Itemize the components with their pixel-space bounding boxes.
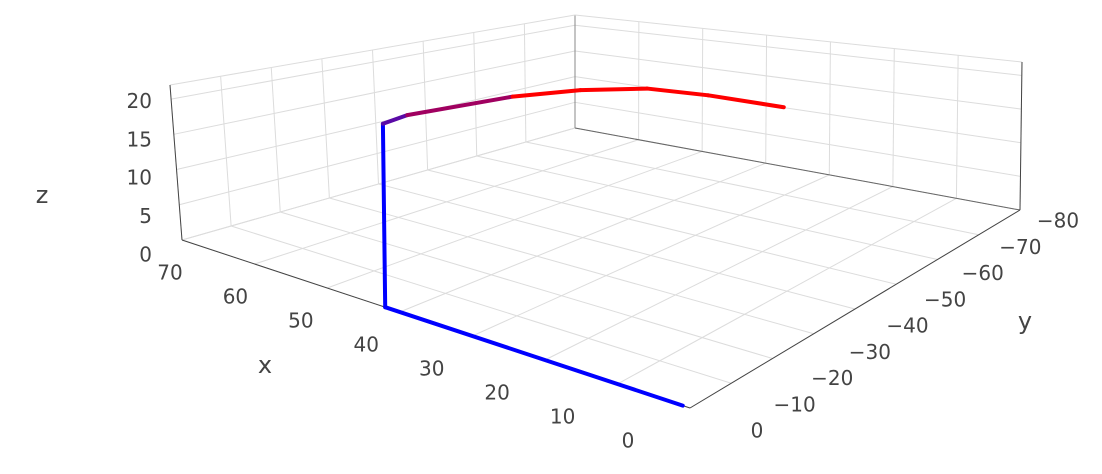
grid-line xyxy=(329,197,814,335)
grid-line xyxy=(828,41,831,175)
line-segment xyxy=(510,88,583,99)
y-axis-line xyxy=(689,209,1021,409)
z-tick-label: 5 xyxy=(139,204,152,228)
box-edge xyxy=(169,14,576,86)
grid-line xyxy=(179,101,576,206)
y-tick-label: −80 xyxy=(1037,209,1079,233)
grid-line xyxy=(892,48,895,187)
grid-line xyxy=(422,41,429,171)
grid-line xyxy=(378,183,856,310)
y-tick-label: −70 xyxy=(999,235,1041,259)
x-tick-label: 20 xyxy=(484,381,509,405)
y-tick-label: −10 xyxy=(774,392,816,416)
z-axis-title: z xyxy=(36,181,49,209)
x-tick-label: 30 xyxy=(419,357,444,381)
box-edge xyxy=(1019,61,1023,211)
y-tick-label: −60 xyxy=(962,261,1004,285)
grid-line xyxy=(280,211,773,359)
grid-line xyxy=(176,76,576,171)
line-segment xyxy=(383,305,685,408)
z-tick-label: 0 xyxy=(139,243,152,267)
x-axis-title: x xyxy=(258,351,272,379)
z-tick-label: 10 xyxy=(127,166,152,190)
z-axis-line xyxy=(169,84,183,241)
grid-line xyxy=(523,23,527,143)
grid-line xyxy=(321,58,330,199)
line-segment xyxy=(380,113,410,126)
z-tick-label: 20 xyxy=(127,89,152,113)
x-tick-label: 60 xyxy=(223,285,248,309)
y-tick-label: −40 xyxy=(886,314,928,338)
grid-line xyxy=(173,50,576,135)
grid-line xyxy=(427,169,897,285)
grid-line xyxy=(181,127,576,241)
grid-line xyxy=(473,32,478,157)
y-tick-label: −20 xyxy=(811,366,853,390)
grid-line xyxy=(270,67,281,213)
grid-line xyxy=(574,50,1022,110)
grid-line xyxy=(476,155,938,260)
line-segment xyxy=(645,86,711,98)
line-segment xyxy=(706,93,786,110)
x-tick-label: 0 xyxy=(622,429,635,453)
grid-line xyxy=(171,24,576,100)
y-tick-label: 0 xyxy=(751,419,764,443)
grid-line xyxy=(955,55,959,199)
grid-line xyxy=(701,28,704,152)
line-segment xyxy=(405,94,515,118)
grid-line xyxy=(574,101,1021,177)
grid-line xyxy=(230,225,732,384)
grid-line xyxy=(220,76,232,227)
x-tick-label: 50 xyxy=(288,309,313,333)
y-tick-label: −30 xyxy=(849,340,891,364)
x-tick-label: 70 xyxy=(157,261,182,285)
grid-line xyxy=(574,76,1021,144)
x-tick-label: 10 xyxy=(550,405,575,429)
line-segment xyxy=(380,121,388,310)
grid-line xyxy=(574,24,1022,76)
y-tick-label: −50 xyxy=(924,287,966,311)
grid-line xyxy=(765,35,768,164)
box-edge xyxy=(574,127,1021,211)
y-axis-title: y xyxy=(1018,307,1032,335)
grid-line xyxy=(372,49,379,185)
grid-line xyxy=(525,141,979,236)
box-edge xyxy=(574,14,1023,63)
x-tick-label: 40 xyxy=(354,333,379,357)
line-segment xyxy=(578,86,650,93)
z-tick-label: 15 xyxy=(127,127,152,151)
